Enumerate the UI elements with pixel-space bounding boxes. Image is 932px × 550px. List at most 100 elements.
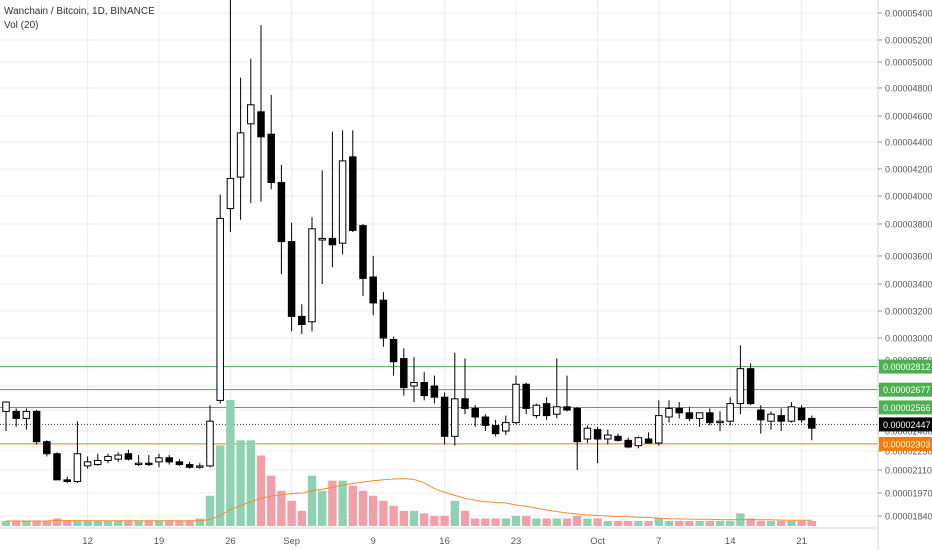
candle	[308, 217, 316, 332]
candle	[522, 382, 530, 415]
chart-title: Wanchain / Bitcoin, 1D, BINANCE	[4, 6, 155, 17]
candle-body	[379, 299, 388, 339]
candle	[277, 164, 286, 275]
candle	[236, 77, 245, 220]
candle	[257, 25, 265, 202]
volume-bar	[532, 518, 541, 526]
volume-bar	[787, 520, 796, 526]
candle	[226, 0, 235, 232]
candle-body	[491, 424, 500, 435]
volume-bar	[318, 490, 327, 526]
volume-indicator-label: Vol (20)	[4, 20, 39, 31]
y-tick-label: 0.00003200	[885, 307, 932, 317]
candle-body	[665, 407, 673, 418]
candle-body	[542, 403, 551, 417]
price-levels	[0, 366, 878, 445]
candle	[12, 408, 20, 427]
volume-bar	[389, 505, 398, 526]
candle	[247, 58, 255, 203]
candle	[349, 130, 357, 232]
candle-body	[389, 338, 398, 363]
volume-bar	[277, 490, 286, 526]
volume-bar	[195, 518, 204, 526]
candle	[481, 414, 490, 431]
candle	[287, 222, 296, 332]
x-tick-label: 9	[371, 536, 376, 547]
candle	[471, 405, 479, 427]
x-tick-label: 19	[154, 536, 165, 547]
candle	[787, 402, 796, 423]
candle-body	[298, 315, 306, 325]
candle-body	[43, 441, 51, 455]
volume-bar	[491, 518, 500, 526]
volume-bar	[1, 520, 11, 526]
y-tick-label: 0.00003800	[885, 220, 932, 230]
candle-body	[104, 455, 112, 461]
volume-bar	[73, 520, 82, 526]
candle	[583, 425, 592, 443]
candle	[206, 405, 214, 468]
candle	[706, 408, 714, 426]
candle	[502, 415, 510, 435]
volume-bar	[807, 520, 816, 526]
candle	[53, 452, 61, 481]
candle-body	[206, 420, 214, 467]
price-level-badge	[879, 400, 932, 415]
candle-body	[706, 412, 714, 424]
candle-body	[746, 368, 755, 405]
candle	[808, 415, 816, 441]
candle-body	[63, 479, 71, 483]
candle	[145, 455, 153, 466]
candle-body	[583, 427, 592, 440]
volume-bar	[399, 510, 408, 526]
candle-body	[553, 406, 561, 415]
candle-body	[338, 160, 347, 244]
candle	[389, 336, 398, 376]
candle-body	[124, 453, 133, 460]
candle	[2, 401, 10, 431]
x-tick-label: 16	[439, 536, 450, 547]
candle	[43, 440, 51, 457]
volume-bar	[501, 518, 510, 526]
volume-bar	[471, 518, 480, 526]
candle-body	[369, 276, 377, 304]
volume-bars	[1, 400, 816, 526]
candle	[379, 292, 388, 347]
volume-bar	[185, 520, 194, 526]
volume-bar	[603, 520, 612, 526]
candle-body	[226, 177, 235, 210]
candle-body	[155, 457, 163, 463]
volume-bar	[562, 518, 572, 526]
candle	[185, 461, 194, 469]
volume-bar	[103, 520, 113, 526]
candle-body	[624, 439, 632, 448]
volume-bar	[573, 515, 582, 526]
volume-bar	[267, 475, 276, 526]
volume-bar	[226, 400, 235, 526]
volume-bar	[338, 480, 347, 526]
price-level-badge	[879, 359, 932, 374]
candle-body	[726, 403, 734, 422]
candle-body	[757, 409, 765, 421]
candle	[624, 437, 632, 449]
candle-body	[685, 412, 694, 419]
candle-body	[675, 407, 683, 414]
candle-body	[808, 417, 816, 429]
candle	[196, 463, 204, 469]
candle	[746, 363, 755, 406]
candle-body	[349, 156, 357, 231]
candle-body	[308, 228, 316, 323]
candle	[695, 412, 704, 427]
volume-bar	[766, 520, 776, 526]
volume-bar	[12, 520, 21, 526]
volume-bar	[664, 520, 674, 526]
volume-bar	[154, 520, 164, 526]
x-tick-label: 26	[225, 536, 236, 547]
candle-body	[614, 435, 622, 441]
candle	[563, 375, 571, 412]
candle	[736, 345, 745, 415]
y-tick-label: 0.00004200	[885, 165, 932, 175]
volume-bar	[165, 520, 174, 526]
volume-bar	[52, 518, 62, 526]
candle	[777, 408, 785, 431]
